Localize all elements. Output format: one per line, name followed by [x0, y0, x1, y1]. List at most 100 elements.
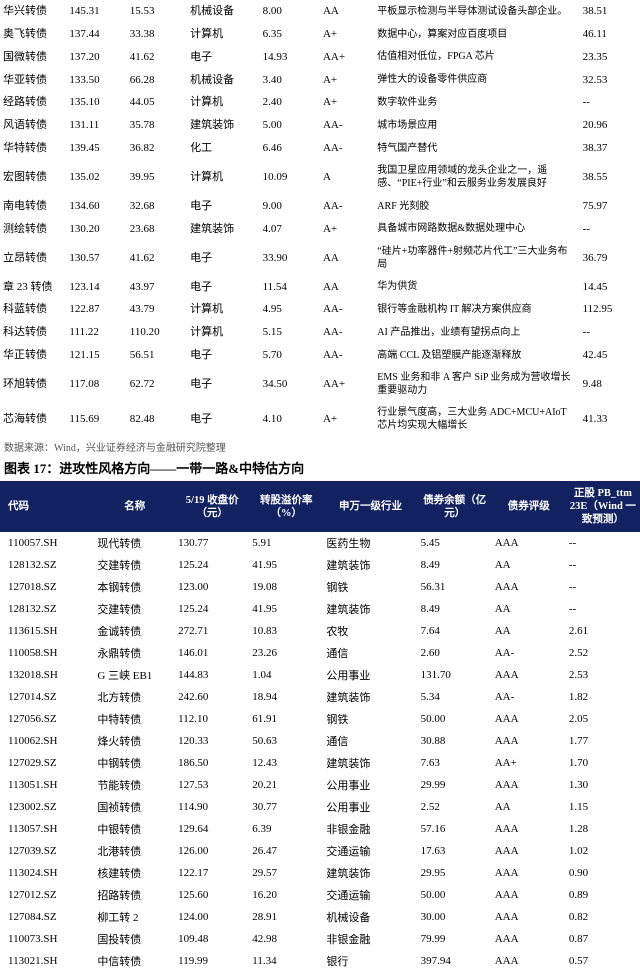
cell-prem: 61.91	[249, 708, 323, 730]
cell-last: 42.45	[580, 344, 640, 367]
bottom-row: 128132.SZ交建转债125.2441.95建筑装饰8.49AA--	[0, 554, 640, 576]
cell-name: 芯海转债	[0, 402, 66, 437]
col-rat: 债券评级	[492, 481, 566, 532]
cell-bal: 4.95	[260, 298, 320, 321]
cell-ind: 计算机	[187, 23, 259, 46]
cell-name: 奥飞转债	[0, 23, 66, 46]
col-pb: 正股 PB_ttm 23E（Wind 一致预测）	[566, 481, 640, 532]
cell-price: 133.50	[66, 69, 126, 92]
cell-desc: EMS 业务和非 A 客户 SiP 业务成为营收增长重要驱动力	[374, 367, 579, 402]
bottom-row: 127056.SZ中特转债112.1061.91钢铁50.00AAA2.05	[0, 708, 640, 730]
cell-name: 科蓝转债	[0, 298, 66, 321]
cell-prem: 41.62	[127, 241, 187, 276]
cell-prem: 56.51	[127, 344, 187, 367]
cell-rat: AAA	[492, 818, 566, 840]
cell-ind: 公用事业	[323, 664, 417, 686]
cell-code: 113024.SH	[0, 862, 94, 884]
cell-ind: 公用事业	[323, 774, 417, 796]
cell-price: 130.20	[66, 218, 126, 241]
bottom-row: 128132.SZ交建转债125.2441.95建筑装饰8.49AA--	[0, 598, 640, 620]
cell-rat: AA	[320, 276, 374, 299]
top-row: 立昂转债130.5741.62电子33.90AA“硅片+功率器件+射频芯片代工”…	[0, 241, 640, 276]
cell-prem: 110.20	[127, 321, 187, 344]
bottom-row: 113615.SH金诚转债272.7110.83农牧7.64AA2.61	[0, 620, 640, 642]
cell-prem: 44.05	[127, 91, 187, 114]
cell-rat: AA	[492, 620, 566, 642]
cell-bal: 29.99	[418, 774, 492, 796]
cell-pb: 1.28	[566, 818, 640, 840]
cell-last: --	[580, 321, 640, 344]
cell-ind: 建筑装饰	[187, 218, 259, 241]
bottom-row: 123002.SZ国祯转债114.9030.77公用事业2.52AA1.15	[0, 796, 640, 818]
cell-bal: 2.52	[418, 796, 492, 818]
cell-ind: 建筑装饰	[323, 554, 417, 576]
cell-code: 110058.SH	[0, 642, 94, 664]
cell-price: 135.10	[66, 91, 126, 114]
cell-price: 122.17	[175, 862, 249, 884]
cell-pb: --	[566, 576, 640, 598]
cell-prem: 18.94	[249, 686, 323, 708]
cell-pb: 2.61	[566, 620, 640, 642]
cell-last: 9.48	[580, 367, 640, 402]
cell-pb: 1.70	[566, 752, 640, 774]
cell-code: 110057.SH	[0, 532, 94, 554]
cell-prem: 50.63	[249, 730, 323, 752]
bottom-row: 127014.SZ北方转债242.6018.94建筑装饰5.34AA-1.82	[0, 686, 640, 708]
top-row: 华正转债121.1556.51电子5.70AA-高端 CCL 及铝塑膜产能逐渐释…	[0, 344, 640, 367]
cell-bal: 131.70	[418, 664, 492, 686]
cell-pb: --	[566, 532, 640, 554]
cell-price: 114.90	[175, 796, 249, 818]
cell-pb: 0.82	[566, 906, 640, 928]
cell-desc: 具备城市网路数据&数据处理中心	[374, 218, 579, 241]
cell-bal: 7.64	[418, 620, 492, 642]
cell-bal: 11.54	[260, 276, 320, 299]
cell-last: 36.79	[580, 241, 640, 276]
cell-rat: AAA	[492, 730, 566, 752]
cell-last: 41.33	[580, 402, 640, 437]
cell-price: 120.33	[175, 730, 249, 752]
cell-price: 242.60	[175, 686, 249, 708]
cell-name: 招路转债	[94, 884, 175, 906]
cell-prem: 6.39	[249, 818, 323, 840]
cell-prem: 23.26	[249, 642, 323, 664]
cell-price: 130.77	[175, 532, 249, 554]
cell-prem: 41.62	[127, 46, 187, 69]
cell-pb: 2.53	[566, 664, 640, 686]
cell-rat: AA-	[320, 344, 374, 367]
cell-rat: AAA	[492, 884, 566, 906]
cell-price: 122.87	[66, 298, 126, 321]
top-row: 南电转债134.6032.68电子9.00AA-ARF 光刻胶75.97	[0, 195, 640, 218]
cell-name: 立昂转债	[0, 241, 66, 276]
cell-name: G 三峡 EB1	[94, 664, 175, 686]
cell-pb: 0.90	[566, 862, 640, 884]
cell-desc: AI 产品推出，业绩有望拐点向上	[374, 321, 579, 344]
cell-ind: 电子	[187, 276, 259, 299]
cell-code: 113051.SH	[0, 774, 94, 796]
cell-price: 119.99	[175, 950, 249, 972]
cell-ind: 通信	[323, 642, 417, 664]
cell-name: 金诚转债	[94, 620, 175, 642]
cell-bal: 2.60	[418, 642, 492, 664]
cell-code: 127029.SZ	[0, 752, 94, 774]
cell-rat: AA	[492, 796, 566, 818]
top-bond-table: 华兴转债145.3115.53机械设备8.00AA平板显示检测与半导体测试设备头…	[0, 0, 640, 437]
cell-prem: 28.91	[249, 906, 323, 928]
cell-code: 127084.SZ	[0, 906, 94, 928]
cell-bal: 57.16	[418, 818, 492, 840]
cell-name: 本钢转债	[94, 576, 175, 598]
cell-prem: 42.98	[249, 928, 323, 950]
cell-bal: 6.46	[260, 137, 320, 160]
cell-desc: 银行等金融机构 IT 解决方案供应商	[374, 298, 579, 321]
cell-name: 国微转债	[0, 46, 66, 69]
bottom-row: 113024.SH核建转债122.1729.57建筑装饰29.95AAA0.90	[0, 862, 640, 884]
cell-price: 129.64	[175, 818, 249, 840]
top-row: 国微转债137.2041.62电子14.93AA+估值相对低位，FPGA 芯片2…	[0, 46, 640, 69]
cell-name: 华特转债	[0, 137, 66, 160]
col-ind: 申万一级行业	[323, 481, 417, 532]
cell-name: 华亚转债	[0, 69, 66, 92]
cell-desc: 高端 CCL 及铝塑膜产能逐渐释放	[374, 344, 579, 367]
cell-prem: 12.43	[249, 752, 323, 774]
cell-name: 永鼎转债	[94, 642, 175, 664]
cell-rat: A+	[320, 23, 374, 46]
cell-rat: AA-	[320, 298, 374, 321]
